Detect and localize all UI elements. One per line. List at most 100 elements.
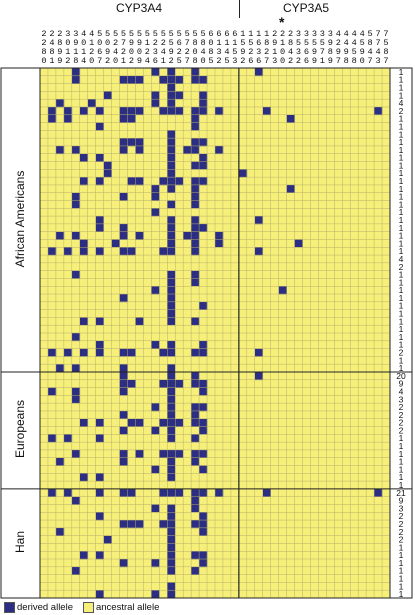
derived-allele-cell xyxy=(95,153,104,162)
derived-allele-cell xyxy=(79,247,89,256)
haplotype-count: 1 xyxy=(399,480,404,490)
derived-allele-cell xyxy=(135,418,144,427)
derived-allele-cell xyxy=(95,473,104,482)
derived-allele-cell xyxy=(167,286,176,295)
derived-allele-cell xyxy=(374,106,383,116)
haplotype-count: 2 xyxy=(399,519,404,529)
derived-allele-cell xyxy=(151,91,160,100)
derived-allele-cell xyxy=(215,106,224,116)
derived-allele-cell xyxy=(191,192,200,201)
haplotype-count: 2 xyxy=(399,418,404,428)
derived-allele-cell xyxy=(215,145,224,155)
derived-allele-cell xyxy=(167,364,176,373)
haplotype-count: 1 xyxy=(399,121,404,131)
group-label-han: Han xyxy=(13,531,27,554)
haplotype-count: 2 xyxy=(399,347,404,357)
derived-allele-cell xyxy=(47,348,57,357)
derived-allele-cell xyxy=(262,488,271,497)
derived-allele-cell xyxy=(175,177,184,186)
derived-allele-cell xyxy=(199,106,208,116)
derived-allele-cell xyxy=(95,434,104,443)
derived-allele-cell xyxy=(167,387,176,396)
derived-allele-cell xyxy=(55,231,65,240)
derived-allele-cell xyxy=(191,106,200,116)
derived-allele-cell xyxy=(119,520,128,529)
haplotype-count: 3 xyxy=(399,394,404,404)
derived-allele-cell xyxy=(175,106,184,116)
derived-allele-cell xyxy=(262,106,271,116)
derived-allele-cell xyxy=(199,418,208,427)
derived-allele-cell xyxy=(151,559,160,568)
gene-divider xyxy=(238,0,240,18)
derived-allele-cell xyxy=(199,223,208,232)
haplotype-count: 2 xyxy=(399,410,404,420)
derived-allele-cell xyxy=(199,138,208,147)
derived-allele-cell xyxy=(191,177,200,186)
haplotype-count: 1 xyxy=(399,550,404,560)
derived-allele-cell xyxy=(71,449,81,459)
derived-allele-cell xyxy=(167,348,176,357)
derived-allele-cell xyxy=(95,223,104,232)
derived-allele-cell xyxy=(71,231,81,240)
derived-allele-cell xyxy=(127,114,136,123)
derived-allele-cell xyxy=(199,512,208,521)
derived-allele-cell xyxy=(127,75,136,84)
derived-allele-cell xyxy=(191,504,200,513)
derived-allele-cell xyxy=(183,231,192,240)
derived-allele-cell xyxy=(95,247,104,256)
derived-allele-cell xyxy=(191,566,200,575)
derived-allele-cell xyxy=(191,379,200,388)
derived-allele-cell xyxy=(95,317,104,326)
derived-allele-cell xyxy=(135,231,144,240)
derived-allele-cell xyxy=(151,590,160,599)
haplotype-count: 1 xyxy=(399,207,404,217)
derived-allele-cell xyxy=(95,122,104,131)
derived-allele-cell xyxy=(167,177,176,186)
derived-allele-cell xyxy=(199,551,208,560)
derived-allele-cell xyxy=(199,91,208,100)
derived-allele-cell xyxy=(175,91,184,100)
derived-allele-cell xyxy=(175,379,184,388)
derived-allele-cell xyxy=(199,301,208,310)
haplotype-count: 1 xyxy=(399,589,404,599)
derived-allele-cell xyxy=(87,99,96,108)
derived-swatch xyxy=(4,602,15,613)
derived-allele-cell xyxy=(63,247,73,256)
derived-allele-cell xyxy=(191,457,200,466)
derived-allele-cell xyxy=(215,488,224,497)
derived-allele-cell xyxy=(127,379,136,388)
legend-ancestral: ancestral allele xyxy=(82,602,159,613)
derived-allele-cell xyxy=(286,114,295,123)
derived-allele-cell xyxy=(95,551,104,560)
derived-allele-cell xyxy=(191,200,200,209)
derived-allele-cell xyxy=(71,270,81,279)
haplotype-count: 1 xyxy=(399,82,404,92)
haplotype-count: 1 xyxy=(399,168,404,178)
derived-allele-cell xyxy=(167,75,176,84)
derived-allele-cell xyxy=(191,449,200,459)
derived-allele-cell xyxy=(167,169,176,178)
haplotype-count: 1 xyxy=(399,67,404,77)
derived-allele-cell xyxy=(191,114,200,123)
derived-allele-cell xyxy=(191,317,200,326)
derived-allele-cell xyxy=(127,488,136,497)
derived-allele-cell xyxy=(199,449,208,459)
derived-allele-cell xyxy=(151,192,160,201)
derived-allele-cell xyxy=(167,294,176,303)
derived-allele-cell xyxy=(167,520,176,529)
